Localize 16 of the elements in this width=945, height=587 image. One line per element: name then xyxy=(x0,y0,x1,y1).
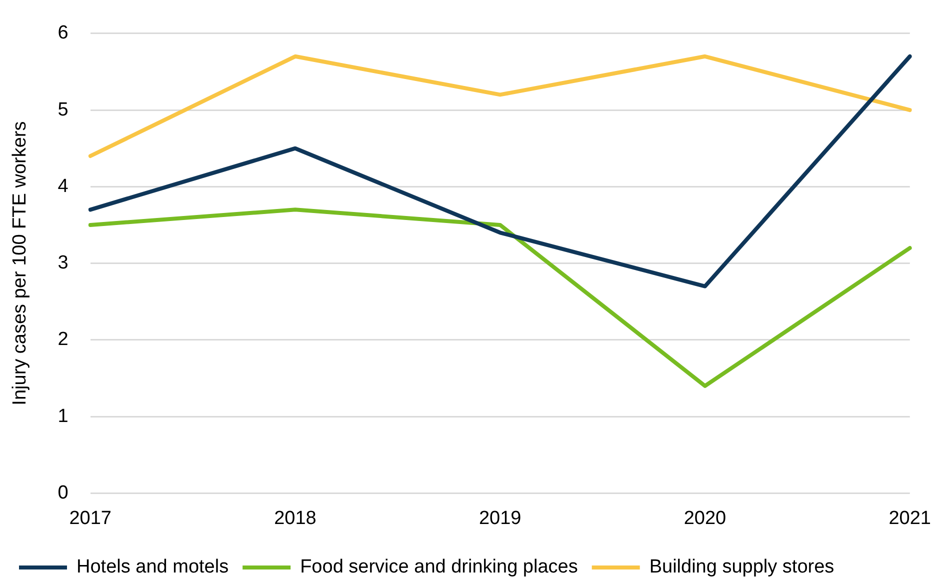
y-tick-label: 3 xyxy=(58,252,68,274)
legend-label: Food service and drinking places xyxy=(300,556,578,578)
x-tick-label: 2018 xyxy=(274,508,316,529)
x-tick-label: 2017 xyxy=(69,508,112,529)
y-tick-label: 1 xyxy=(58,406,68,427)
y-tick-label: 4 xyxy=(58,176,69,197)
x-tick-label: 2020 xyxy=(684,508,726,529)
y-tick-label: 2 xyxy=(58,329,68,350)
y-tick-label: 6 xyxy=(58,22,68,44)
legend-label: Building supply stores xyxy=(649,556,834,578)
y-tick-label: 0 xyxy=(58,482,68,504)
y-axis-title: Injury cases per 100 FTE workers xyxy=(10,121,31,406)
y-tick-label: 5 xyxy=(58,99,68,120)
x-tick-label: 2019 xyxy=(478,508,522,529)
x-tick-label: 2021 xyxy=(888,508,932,529)
legend-label: Hotels and motels xyxy=(76,556,229,578)
